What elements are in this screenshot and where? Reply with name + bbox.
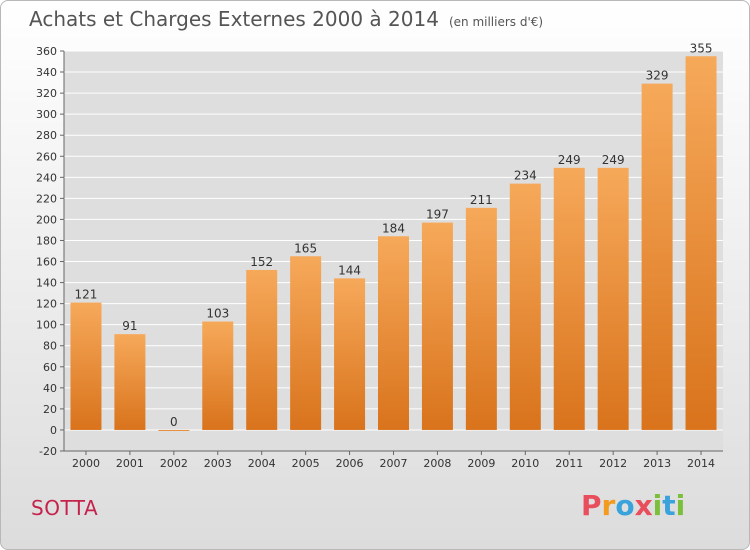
chart-subtitle: (en milliers d'€) [448, 15, 544, 29]
y-tick-label: 20 [43, 403, 57, 416]
y-tick-label: 80 [43, 340, 57, 353]
x-tick-label-2009: 2009 [467, 457, 495, 470]
x-tick-label-2006: 2006 [336, 457, 364, 470]
bar-2005 [290, 256, 322, 430]
bar-2011 [553, 167, 585, 430]
data-label-2008: 197 [426, 208, 449, 222]
y-tick-label: 120 [36, 298, 57, 311]
data-label-2006: 144 [338, 263, 361, 277]
logo-letter: i [652, 489, 663, 522]
y-tick-label: 300 [36, 108, 57, 121]
data-label-2011: 249 [558, 153, 581, 167]
data-label-2014: 355 [690, 41, 713, 55]
proxiti-logo: Proxiti [581, 489, 685, 522]
y-tick-label: 360 [36, 45, 57, 58]
y-tick-label: -20 [39, 445, 57, 458]
bar-2014 [685, 56, 717, 430]
y-tick-label: 260 [36, 150, 57, 163]
logo-letter: r [601, 489, 616, 522]
x-tick-label-2004: 2004 [248, 457, 276, 470]
bar-2012 [597, 167, 629, 430]
x-tick-label-2012: 2012 [599, 457, 627, 470]
x-tick-label-2013: 2013 [643, 457, 671, 470]
data-label-2012: 249 [602, 153, 625, 167]
y-tick-label: 220 [36, 192, 57, 205]
bar-2003 [202, 321, 234, 430]
bar-2008 [421, 222, 453, 430]
y-tick-label: 180 [36, 234, 57, 247]
y-tick-label: 160 [36, 256, 57, 269]
x-tick-label-2003: 2003 [204, 457, 232, 470]
data-label-2009: 211 [470, 193, 493, 207]
x-tick-label-2007: 2007 [380, 457, 408, 470]
x-tick-label-2008: 2008 [423, 457, 451, 470]
logo-letter: t [662, 489, 676, 522]
y-tick-label: 0 [50, 424, 57, 437]
bar-2001 [114, 334, 146, 430]
data-label-2002: 0 [170, 415, 178, 429]
y-tick-label: 40 [43, 382, 57, 395]
x-tick-label-2014: 2014 [687, 457, 715, 470]
data-label-2000: 121 [75, 288, 98, 302]
bar-2010 [509, 183, 541, 430]
x-tick-label-2001: 2001 [116, 457, 144, 470]
bar-2004 [246, 269, 278, 430]
title-text: Achats et Charges Externes 2000 à 2014 [29, 7, 439, 31]
y-tick-label: 240 [36, 171, 57, 184]
y-tick-label: 280 [36, 129, 57, 142]
data-label-2007: 184 [382, 221, 405, 235]
data-label-2004: 152 [250, 255, 273, 269]
chart-title: Achats et Charges Externes 2000 à 2014 (e… [29, 7, 543, 31]
y-tick-label: 320 [36, 87, 57, 100]
bar-2009 [465, 207, 497, 430]
logo-letter: o [615, 489, 635, 522]
logo-letter: P [581, 489, 602, 522]
x-tick-label-2000: 2000 [72, 457, 100, 470]
bar-2007 [378, 236, 409, 430]
y-tick-label: 100 [36, 319, 57, 332]
data-label-2005: 165 [294, 241, 317, 255]
data-label-2003: 103 [206, 307, 229, 321]
x-tick-label-2010: 2010 [511, 457, 539, 470]
place-name: SOTTA [31, 496, 99, 520]
data-label-2013: 329 [646, 69, 669, 83]
y-tick-label: 340 [36, 66, 57, 79]
y-tick-label: 200 [36, 213, 57, 226]
y-tick-label: 140 [36, 277, 57, 290]
bar-2002 [158, 429, 190, 431]
data-label-2001: 91 [122, 319, 137, 333]
logo-letter: x [634, 489, 653, 522]
data-label-2010: 234 [514, 169, 537, 183]
bar-2000 [70, 302, 102, 430]
x-tick-label-2011: 2011 [555, 457, 583, 470]
y-tick-label: 60 [43, 361, 57, 374]
logo-letter: i [675, 489, 686, 522]
bar-2006 [334, 278, 366, 430]
bar-2013 [641, 83, 673, 430]
x-tick-label-2005: 2005 [292, 457, 320, 470]
x-tick-label-2002: 2002 [160, 457, 188, 470]
